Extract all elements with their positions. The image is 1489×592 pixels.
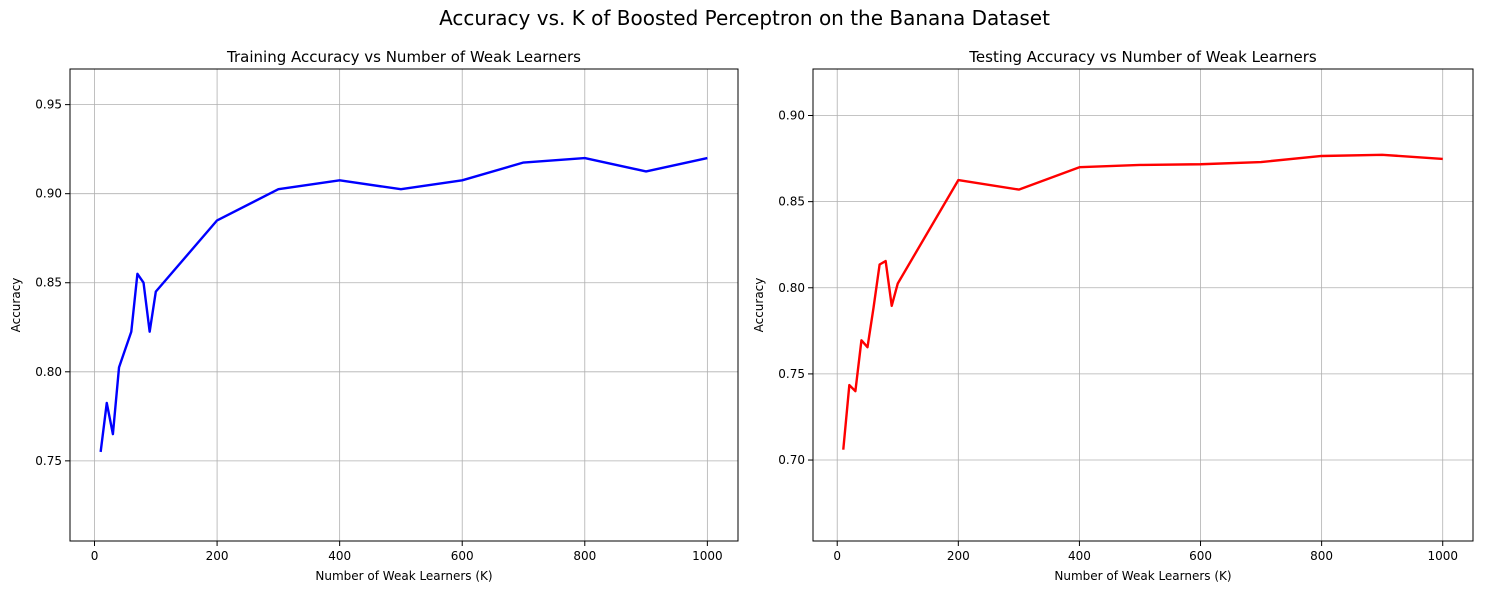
chart-0-ytick-label: 0.80 — [35, 365, 62, 379]
chart-1-axes-frame — [812, 68, 1474, 542]
chart-1-xtick-label: 400 — [1068, 549, 1091, 563]
chart-0-xtick-label: 800 — [573, 549, 596, 563]
figure-suptitle: Accuracy vs. K of Boosted Perceptron on … — [439, 6, 1050, 30]
chart-1-series-line — [842, 153, 1443, 450]
chart-0-title: Training Accuracy vs Number of Weak Lear… — [226, 48, 581, 66]
chart-0-ylabel: Accuracy — [9, 278, 23, 333]
chart-1-ytick-label: 0.75 — [778, 367, 805, 381]
chart-1-xtick-label: 1000 — [1427, 549, 1458, 563]
chart-0-xtick-label: 200 — [206, 549, 229, 563]
chart-0-series-line — [99, 156, 708, 453]
chart-0-xtick-label: 600 — [451, 549, 474, 563]
chart-1-plot-area — [813, 69, 1473, 541]
chart-0-plot-area — [70, 69, 738, 541]
chart-1-xtick-label: 200 — [947, 549, 970, 563]
chart-1-ytick-label: 0.80 — [778, 281, 805, 295]
chart-1-title: Testing Accuracy vs Number of Weak Learn… — [968, 48, 1317, 66]
chart-0-xtick-label: 400 — [328, 549, 351, 563]
chart-0-xtick-label: 1000 — [692, 549, 723, 563]
chart-1-xlabel: Number of Weak Learners (K) — [1054, 569, 1231, 583]
chart-1-xtick-label: 800 — [1310, 549, 1333, 563]
chart-0-axes-frame — [69, 68, 739, 542]
chart-1-ytick-label: 0.70 — [778, 453, 805, 467]
chart-1-ytick-label: 0.90 — [778, 109, 805, 123]
chart-1-ylabel: Accuracy — [752, 278, 766, 333]
chart-0-ytick-label: 0.75 — [35, 454, 62, 468]
chart-1-ytick-label: 0.85 — [778, 195, 805, 209]
chart-1-xtick-label: 600 — [1189, 549, 1212, 563]
chart-1-group: 0 200 400 600 800 1000 0.70 0.75 0.80 0.85 0.90 Tes… — [752, 48, 1474, 583]
chart-1-xtick-label: 0 — [833, 549, 841, 563]
chart-0-xtick-label: 0 — [91, 549, 99, 563]
chart-0-ytick-label: 0.90 — [35, 187, 62, 201]
chart-0-xlabel: Number of Weak Learners (K) — [315, 569, 492, 583]
chart-0-group: 0 200 400 600 800 1000 0.75 0.80 0.85 0.90 0.95 Tra… — [9, 48, 739, 583]
chart-0-ytick-label: 0.85 — [35, 276, 62, 290]
chart-0-ytick-label: 0.95 — [35, 98, 62, 112]
